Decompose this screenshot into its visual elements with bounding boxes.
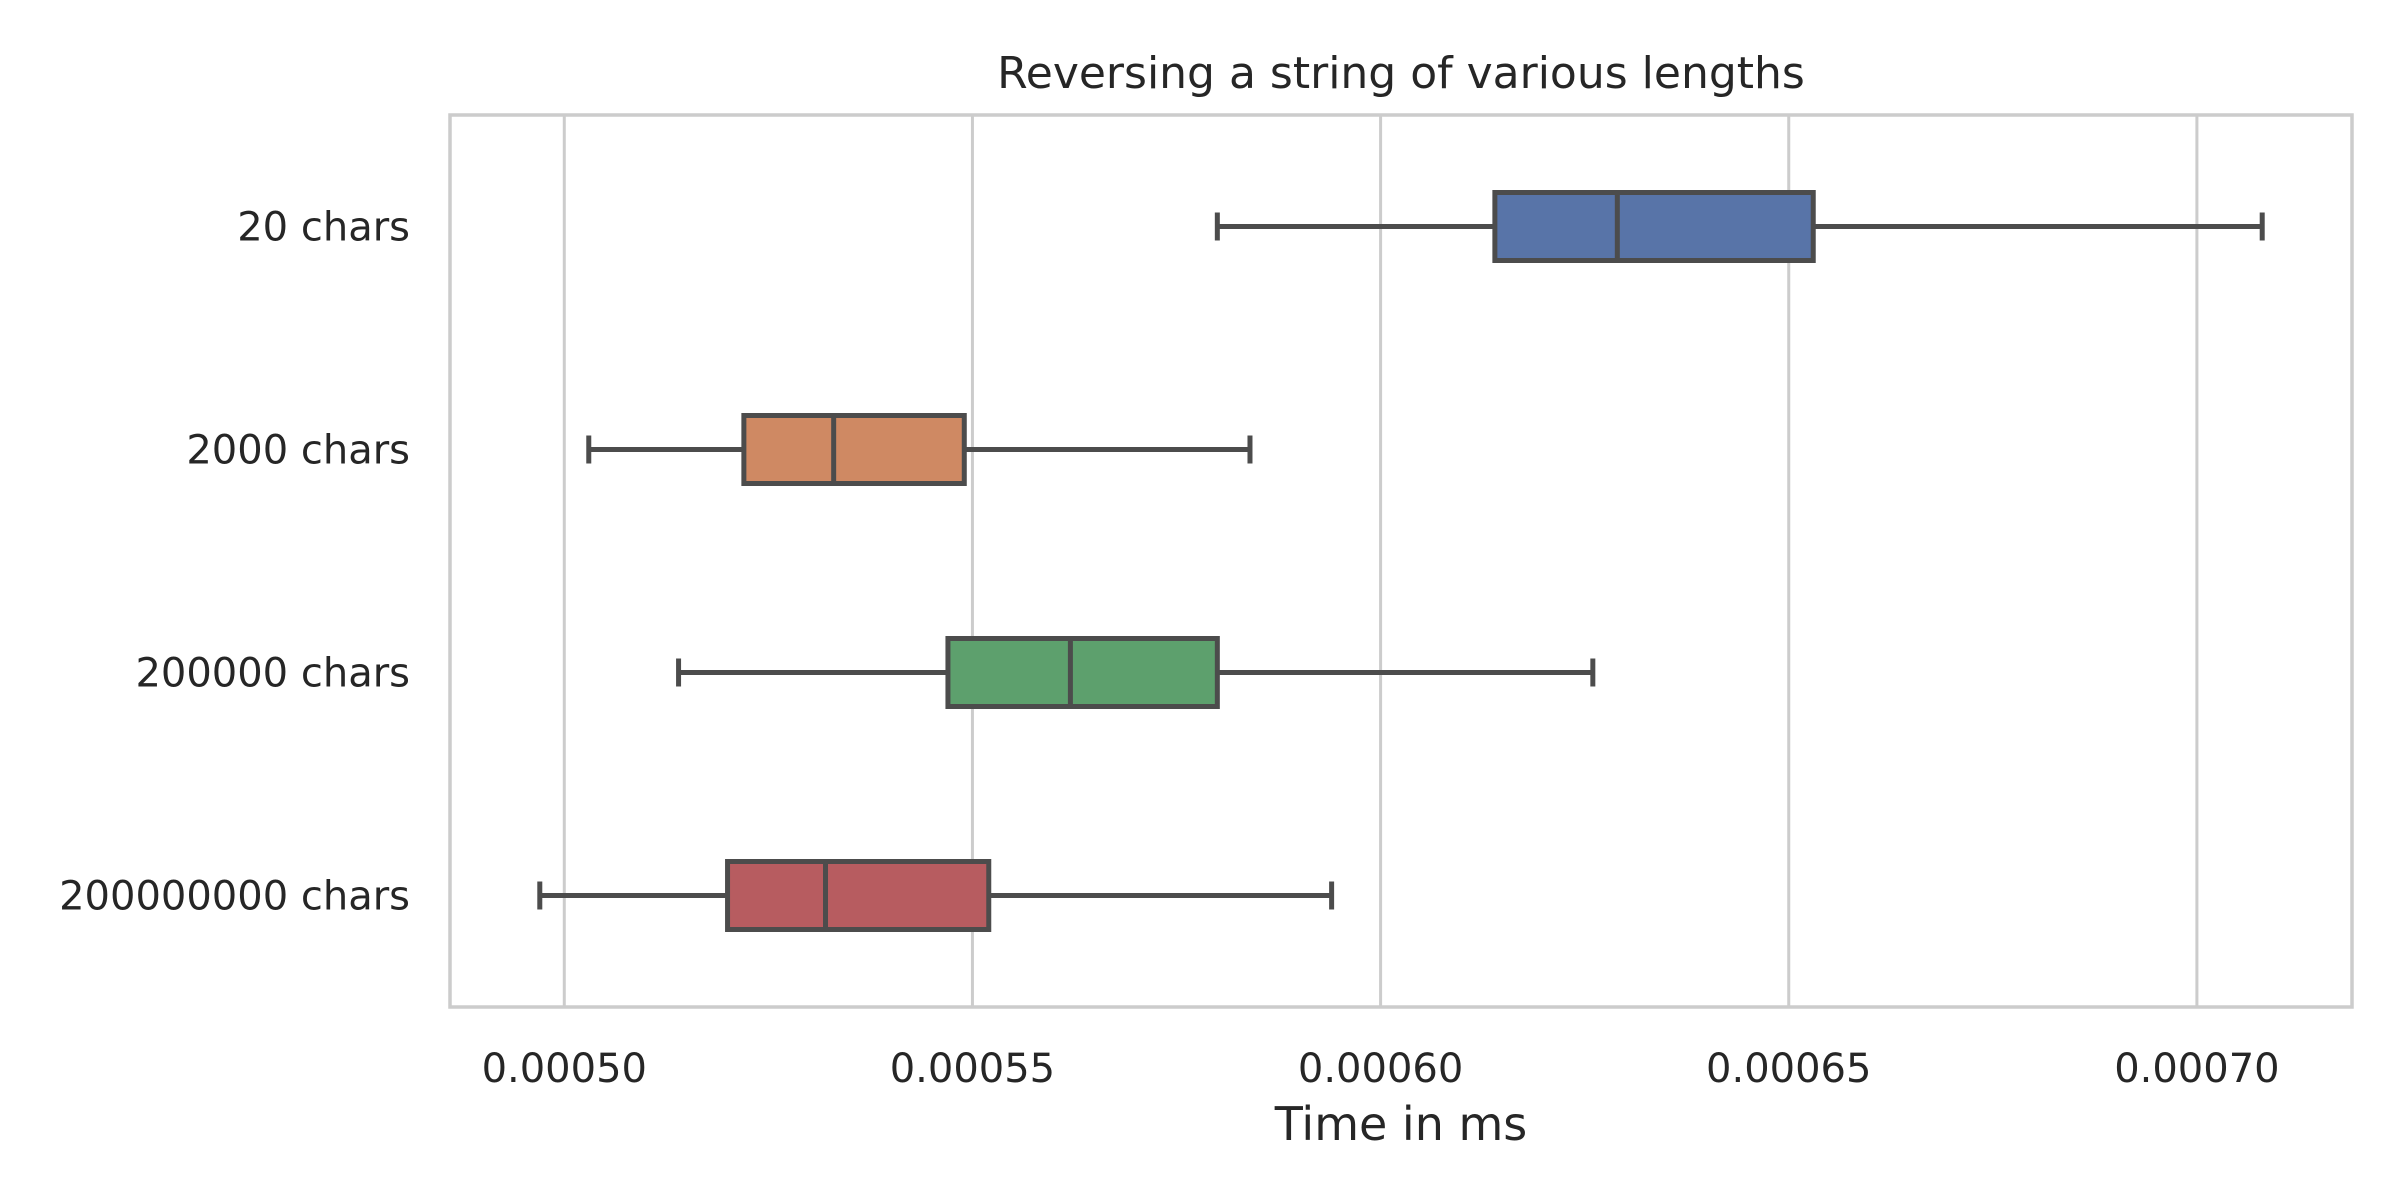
x-tick-label: 0.00070 [2114,1046,2279,1092]
iqr-box [741,413,967,486]
chart-title: Reversing a string of various lengths [997,48,1805,99]
x-tick-label: 0.00050 [482,1046,647,1092]
iqr-box [725,859,992,932]
box-series [537,190,2265,932]
y-tick-label: 20 chars [237,205,410,251]
box-4 [537,859,1335,932]
box-2 [586,413,1253,486]
box-3 [676,636,1596,709]
x-tick-labels: 0.00050 0.00055 0.00060 0.00065 0.00070 [482,1046,2280,1092]
plot-frame [448,113,2354,1009]
x-tick-label: 0.00055 [890,1046,1055,1092]
x-tick-label: 0.00065 [1706,1046,1871,1092]
box-1 [1214,190,2265,263]
iqr-box [1492,190,1816,263]
x-tick-label: 0.00060 [1298,1046,1463,1092]
grid-lines [562,115,2199,1007]
y-tick-label: 200000000 chars [59,874,410,920]
y-tick-label: 200000 chars [135,651,410,697]
iqr-box [945,636,1220,709]
y-tick-label: 2000 chars [186,428,410,474]
x-axis-label: Time in ms [1274,1097,1528,1151]
y-tick-labels: 20 chars 2000 chars 200000 chars 200000000 … [59,205,410,920]
